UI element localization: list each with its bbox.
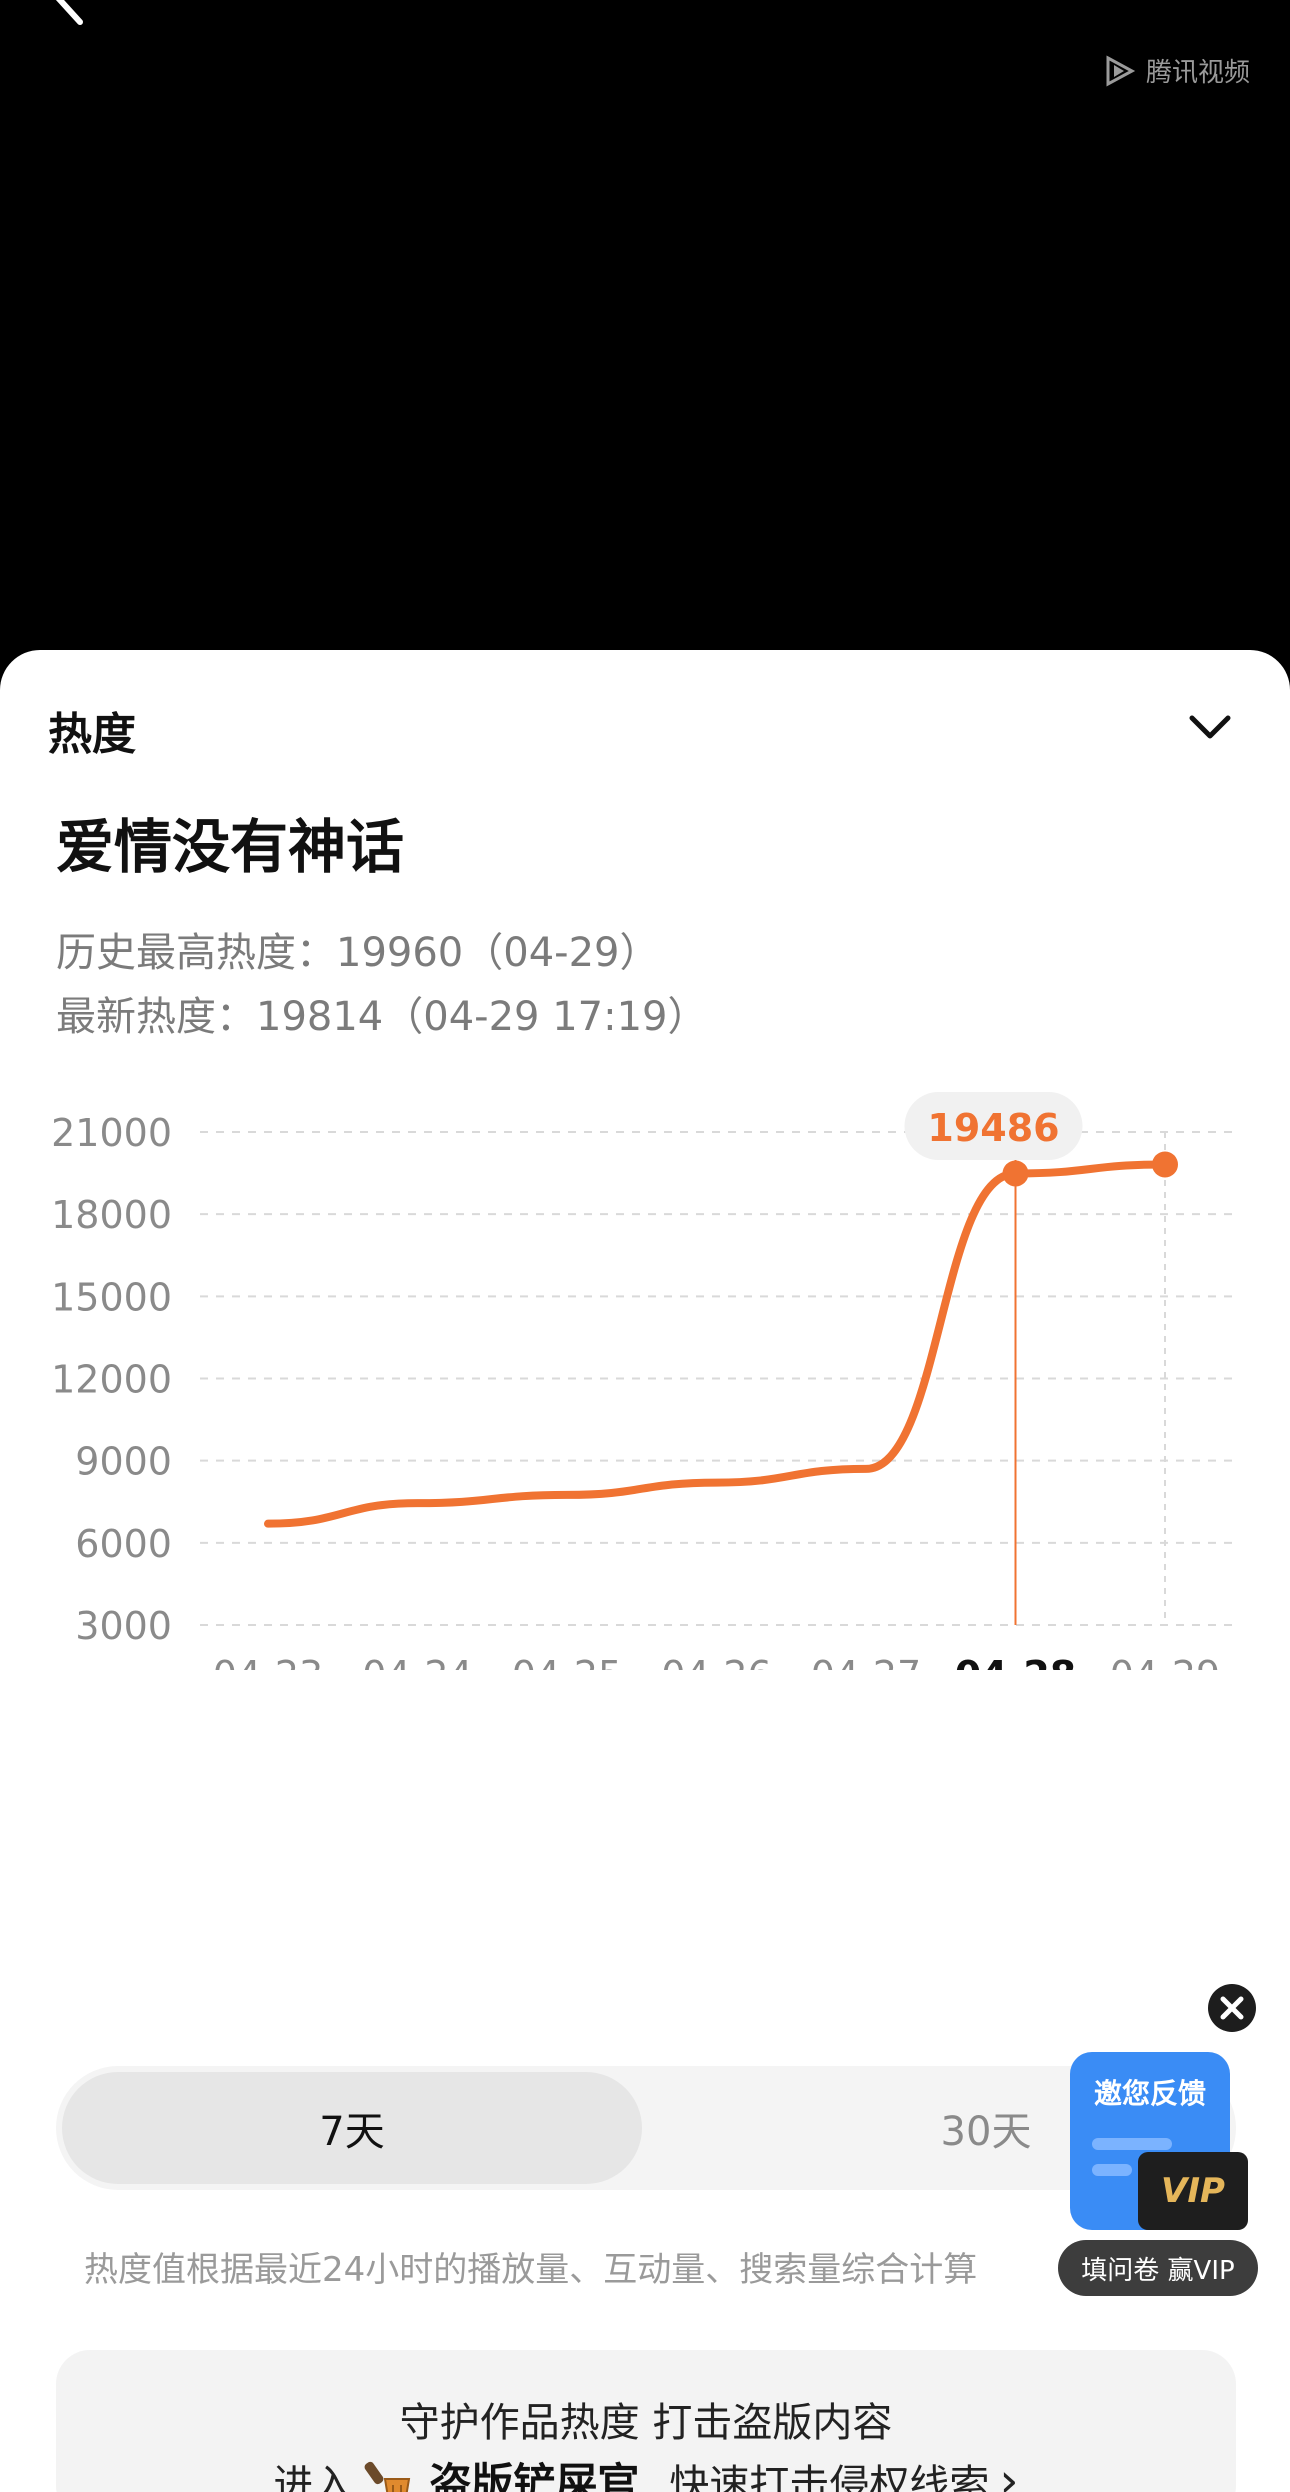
banner-brand: 盗版铲屎官 <box>429 2459 640 2492</box>
x-tick-label: 04-25 <box>512 1653 622 1670</box>
vip-badge: VIP <box>1138 2152 1248 2230</box>
chevron-down-icon[interactable] <box>1184 700 1236 752</box>
card-decor-line <box>1092 2164 1132 2176</box>
banner-link-row[interactable]: 进入 盗版铲屎官 快速打击侵权线索 › <box>56 2450 1236 2492</box>
history-high-stat: 历史最高热度：19960（04-29） <box>56 930 660 976</box>
back-icon[interactable] <box>44 0 104 30</box>
heat-footnote: 热度值根据最近24小时的播放量、互动量、搜索量综合计算 <box>84 2250 978 2290</box>
watermark-text: 腾讯视频 <box>1145 58 1250 88</box>
survey-pill-button[interactable]: 填问卷 赢VIP <box>1058 2240 1258 2296</box>
y-tick-label: 18000 <box>51 1193 172 1237</box>
x-tick-label: 04-27 <box>811 1653 921 1670</box>
tencent-video-watermark: 腾讯视频 <box>1102 52 1250 89</box>
y-tick-label: 12000 <box>51 1358 172 1402</box>
y-tick-label: 9000 <box>75 1440 172 1484</box>
heat-line-chart[interactable]: 21000 18000 15000 12000 9000 6000 3000 04-23 04-… <box>0 1090 1290 1670</box>
x-tick-label: 04-26 <box>661 1653 771 1670</box>
chevron-right-icon: › <box>999 2452 1019 2492</box>
anti-piracy-banner[interactable]: 守护作品热度 打击盗版内容 进入 盗版铲屎官 快速打击侵权线索 › <box>56 2350 1236 2492</box>
video-player[interactable]: 腾讯视频 <box>0 0 1290 660</box>
y-tick-label: 15000 <box>51 1275 172 1319</box>
tencent-video-logo-icon <box>1106 54 1136 87</box>
x-tick-label: 04-23 <box>213 1653 323 1670</box>
tab-30-days[interactable]: 30天 <box>940 2109 1032 2155</box>
x-tick-label: 04-24 <box>362 1653 472 1670</box>
banner-headline: 守护作品热度 打击盗版内容 <box>399 2400 893 2446</box>
shovel-icon <box>364 2461 411 2492</box>
latest-heat-stat: 最新热度：19814（04-29 17:19） <box>56 994 708 1040</box>
range-tab-bar: 7天 30天 <box>56 2066 1236 2190</box>
highlight-point <box>1002 1160 1029 1187</box>
y-tick-label: 3000 <box>75 1604 172 1648</box>
show-title: 爱情没有神话 <box>56 813 405 881</box>
close-icon[interactable] <box>1208 1984 1256 2032</box>
last-point <box>1152 1151 1178 1178</box>
sheet-header: 热度 <box>48 709 136 760</box>
y-tick-label: 21000 <box>51 1111 172 1155</box>
card-decor-line <box>1092 2138 1172 2150</box>
y-tick-label: 6000 <box>75 1522 172 1566</box>
heat-bottom-sheet: 热度 爱情没有神话 历史最高热度：19960（04-29） 最新热度：19814… <box>0 650 1290 2492</box>
series-line <box>264 1160 1169 1528</box>
x-tick-label: 04-28 <box>955 1653 1077 1670</box>
x-tick-label: 04-29 <box>1110 1653 1220 1670</box>
banner-action: 快速打击侵权线索 <box>669 2461 990 2492</box>
banner-prefix: 进入 <box>273 2461 354 2492</box>
value-tooltip-bubble <box>904 1092 1083 1160</box>
feedback-card-title: 邀您反馈 <box>1093 2077 1206 2110</box>
value-tooltip-label: 19486 <box>927 1106 1059 1150</box>
tab-7-days[interactable]: 7天 <box>62 2072 642 2184</box>
